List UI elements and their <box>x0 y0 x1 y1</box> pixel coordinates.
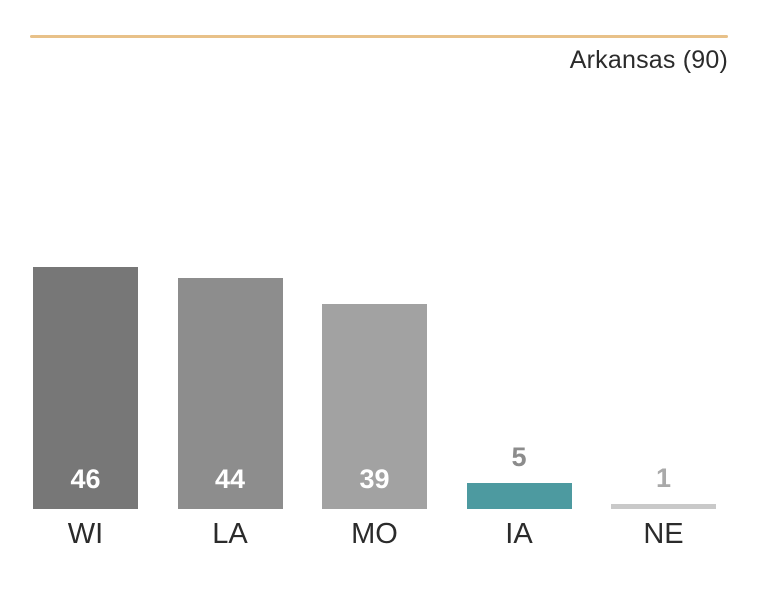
bar-la <box>177 278 283 509</box>
bar-ia <box>466 483 572 509</box>
category-label-ia: IA <box>505 518 533 550</box>
bar-mo <box>322 304 427 509</box>
bar-value-mo: 39 <box>359 464 390 494</box>
bar-value-la: 44 <box>214 464 246 494</box>
category-label-ne: NE <box>643 518 684 550</box>
top-accent-line <box>30 35 728 38</box>
category-label-la: LA <box>212 518 248 550</box>
bar-ne <box>611 504 716 509</box>
bar-value-wi: 46 <box>70 464 101 494</box>
category-label-wi: WI <box>67 518 104 550</box>
bar-value-ia: 5 <box>511 442 527 472</box>
bar-wi <box>33 267 138 509</box>
bar-value-ne: 1 <box>655 463 672 493</box>
category-label-mo: MO <box>351 518 398 550</box>
chart-title: Arkansas (90) <box>569 46 728 74</box>
